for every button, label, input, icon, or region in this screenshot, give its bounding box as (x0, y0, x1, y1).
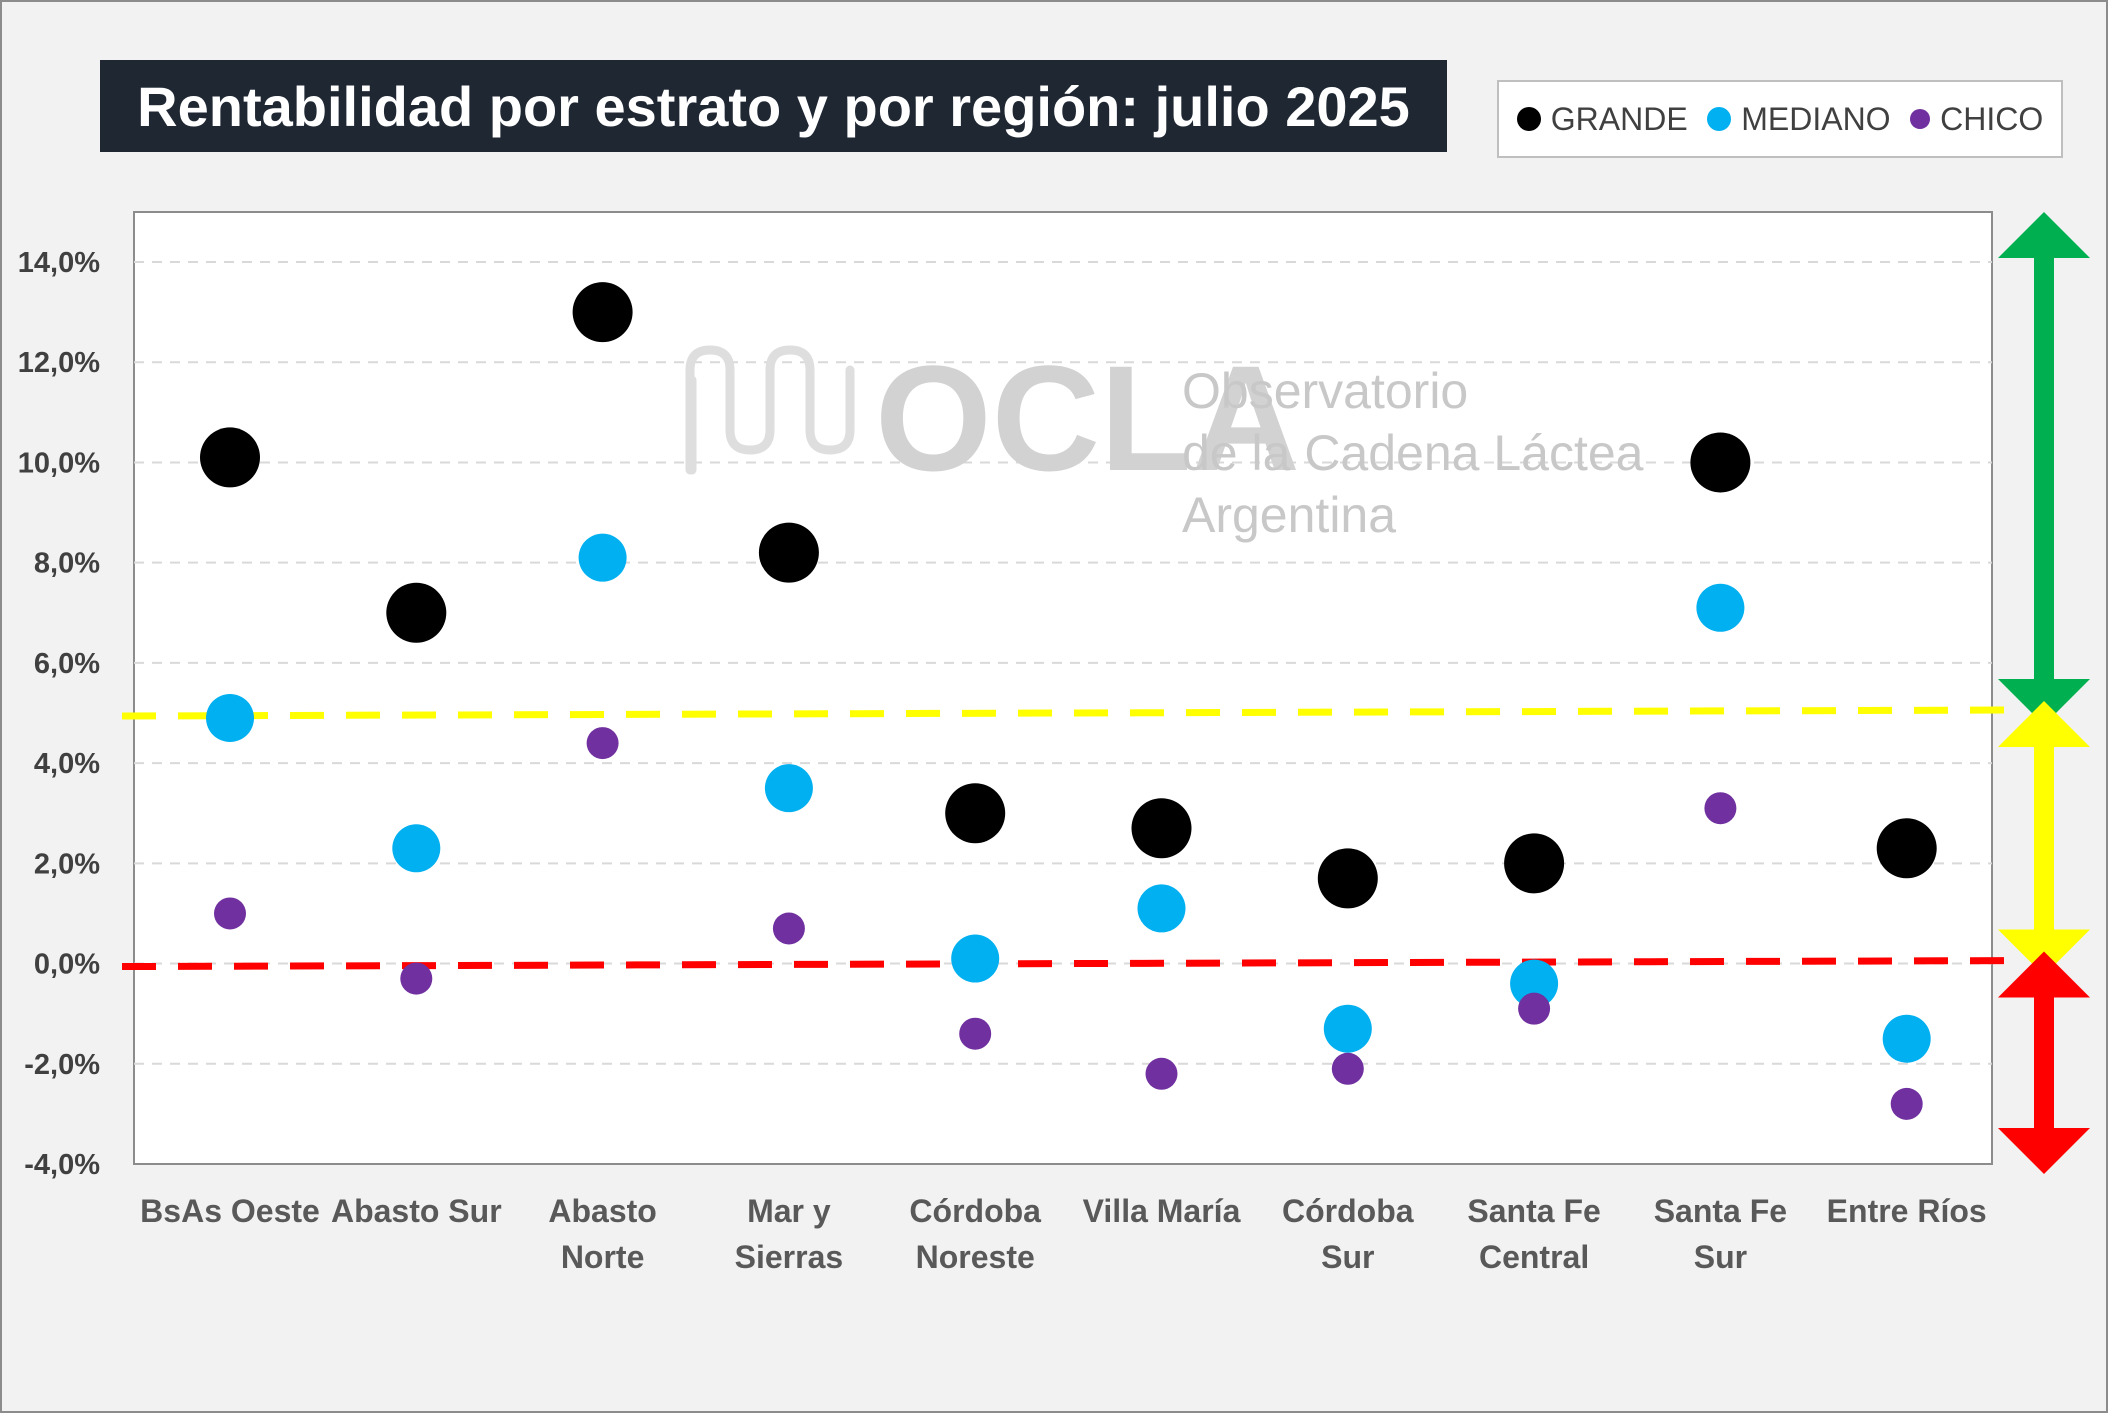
point-mediano (206, 694, 254, 743)
legend: GRANDE MEDIANO CHICO (1497, 80, 2063, 158)
x-category-label: Mar y Sierras (735, 1193, 844, 1275)
x-category-label: BsAs Oeste (140, 1193, 320, 1229)
y-tick-label: 10,0% (18, 447, 100, 479)
y-axis-labels: 14,0% 12,0% 10,0% 8,0% 6,0% 4,0% 2,0% 0,0% -2,0%… (18, 247, 100, 1181)
range-arrows (1998, 212, 2090, 1174)
point-mediano (1137, 884, 1186, 933)
grid-lines (134, 261, 1992, 1065)
point-chico (959, 1017, 992, 1050)
point-chico (1331, 1052, 1364, 1085)
y-tick-label: -4,0% (24, 1149, 100, 1181)
point-chico (400, 962, 433, 995)
watermark-line-1: Observatorio (1182, 363, 1468, 419)
chart-title: Rentabilidad por estrato y por región: j… (137, 74, 1410, 138)
y-tick-label: 0,0% (34, 949, 100, 981)
y-tick-label: 4,0% (34, 748, 100, 780)
x-category-label: Córdoba Sur (1282, 1193, 1414, 1275)
point-grande (1690, 432, 1751, 493)
point-mediano (1510, 959, 1559, 1008)
x-category-label: Santa Fe Central (1467, 1193, 1600, 1275)
plot-area (133, 211, 1993, 1165)
y-tick-label: 14,0% (18, 247, 100, 279)
point-chico (1145, 1057, 1178, 1090)
y-tick-label: 8,0% (34, 548, 100, 580)
ocla-watermark: OCLA Observatorio de la Cadena Láctea Ar… (685, 334, 1644, 543)
watermark-line-2: de la Cadena Láctea (1182, 425, 1644, 481)
point-chico (1704, 792, 1737, 825)
point-grande (200, 427, 260, 488)
legend-label-mediano: MEDIANO (1741, 100, 1891, 137)
point-grande (1876, 818, 1937, 879)
legend-label-chico: CHICO (1940, 100, 2044, 137)
legend-dot-grande (1516, 107, 1541, 131)
point-mediano (392, 824, 441, 873)
point-mediano (764, 764, 813, 813)
ocla-logo-mark (685, 345, 855, 475)
point-chico (586, 727, 619, 760)
legend-entry-grande: GRANDE (1516, 100, 1688, 138)
point-grande (1504, 833, 1565, 894)
x-category-label: Córdoba Noreste (909, 1193, 1041, 1275)
x-axis-labels: BsAs Oeste Abasto Sur Abasto Norte Mar y Sier… (140, 1193, 1987, 1275)
point-mediano (951, 934, 1000, 983)
reference-line (121, 706, 2021, 720)
point-chico (1518, 992, 1551, 1025)
range-arrow (1998, 951, 2090, 1174)
x-category-label: Santa Fe Sur (1654, 1193, 1787, 1275)
point-grande (758, 522, 819, 583)
y-tick-label: -2,0% (24, 1049, 100, 1081)
x-category-label: Abasto Norte (548, 1193, 656, 1275)
ocla-logo-letters: OCLA (875, 334, 1300, 502)
range-arrow (1998, 701, 2090, 976)
legend-entry-chico: CHICO (1910, 101, 2043, 138)
point-grande (945, 783, 1006, 844)
reference-line (121, 957, 2021, 971)
point-mediano (1882, 1014, 1931, 1063)
legend-label-grande: GRANDE (1550, 100, 1688, 137)
chart-title-box: Rentabilidad por estrato y por región: j… (100, 60, 1447, 152)
reference-lines (121, 706, 2021, 971)
point-grande (1131, 798, 1192, 859)
legend-entry-mediano: MEDIANO (1707, 100, 1891, 138)
point-chico (1890, 1087, 1923, 1120)
y-tick-label: 2,0% (34, 848, 100, 880)
point-grande (1317, 848, 1378, 909)
point-chico (772, 912, 805, 945)
legend-dot-mediano (1707, 107, 1732, 131)
x-category-label: Abasto Sur (331, 1193, 502, 1229)
point-chico (214, 897, 246, 930)
point-grande (386, 582, 447, 643)
x-category-label: Entre Ríos (1827, 1193, 1987, 1229)
point-mediano (1696, 583, 1745, 632)
y-tick-label: 12,0% (18, 347, 100, 379)
x-category-label: Villa María (1083, 1193, 1241, 1229)
point-mediano (1323, 1004, 1372, 1053)
legend-dot-chico (1910, 109, 1931, 129)
range-arrow (1998, 212, 2090, 725)
point-grande (572, 282, 633, 343)
point-mediano (578, 533, 627, 582)
y-tick-label: 6,0% (34, 648, 100, 680)
data-points (200, 282, 1937, 1120)
watermark-line-3: Argentina (1182, 487, 1396, 543)
